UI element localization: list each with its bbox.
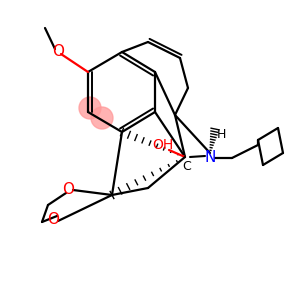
Text: O: O — [47, 212, 59, 227]
Text: O: O — [62, 182, 74, 197]
Text: H: H — [216, 128, 226, 140]
Text: N: N — [204, 151, 216, 166]
Text: O: O — [52, 44, 64, 59]
Circle shape — [79, 97, 101, 119]
Text: C: C — [183, 160, 191, 173]
Circle shape — [91, 107, 113, 129]
Text: OH: OH — [152, 138, 174, 152]
